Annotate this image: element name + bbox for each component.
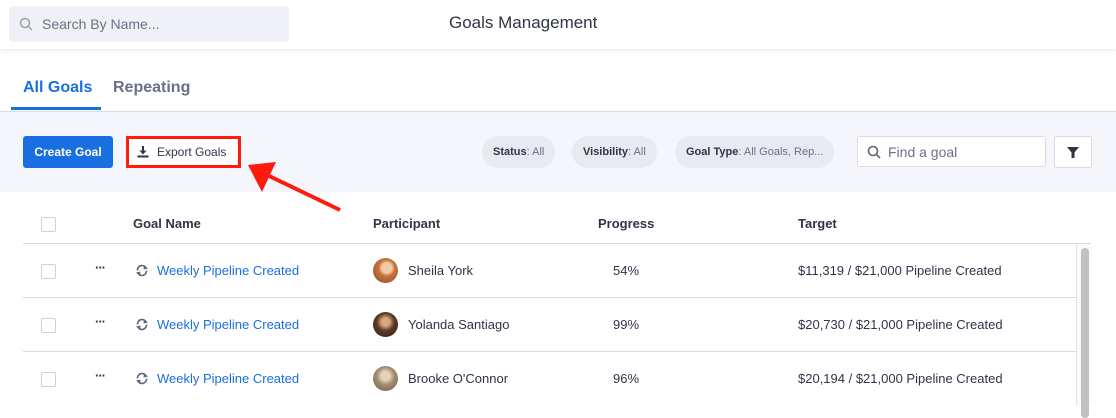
- table-row: ··· Weekly Pipeline Created Brooke O'Con…: [23, 352, 1077, 406]
- column-participant[interactable]: Participant: [373, 216, 441, 231]
- search-icon: [867, 145, 881, 159]
- search-icon: [19, 17, 33, 31]
- filter-funnel-icon: [1067, 146, 1079, 158]
- find-goal-input[interactable]: [888, 143, 1038, 160]
- repeat-icon: [136, 372, 148, 385]
- row-menu-button[interactable]: ···: [95, 368, 106, 383]
- goal-link[interactable]: Weekly Pipeline Created: [135, 263, 299, 278]
- progress-value: 54%: [613, 263, 640, 278]
- participant-name: Yolanda Santiago: [408, 317, 510, 332]
- filter-visibility-key: Visibility: [583, 146, 629, 158]
- create-goal-button[interactable]: Create Goal: [23, 136, 113, 168]
- row-checkbox[interactable]: [41, 264, 56, 279]
- goal-link[interactable]: Weekly Pipeline Created: [135, 371, 299, 386]
- table-row: ··· Weekly Pipeline Created Yolanda Sant…: [23, 298, 1077, 352]
- row-checkbox[interactable]: [41, 372, 56, 387]
- participant: Sheila York: [373, 258, 473, 283]
- column-progress[interactable]: Progress: [598, 216, 655, 231]
- row-menu-button[interactable]: ···: [95, 314, 106, 329]
- table-scrollbar[interactable]: [1076, 244, 1092, 418]
- column-goal-name[interactable]: Goal Name: [133, 216, 201, 231]
- table-row: ··· Weekly Pipeline Created Sheila York …: [23, 244, 1077, 298]
- filter-button[interactable]: [1054, 136, 1092, 168]
- filter-goal-type[interactable]: Goal Type: All Goals, Rep...: [675, 136, 835, 168]
- avatar: [373, 312, 398, 337]
- goals-table: Goal Name Participant Progress Target ··…: [23, 192, 1091, 406]
- participant-name: Brooke O'Connor: [408, 371, 509, 386]
- top-bar: Goals Management: [0, 0, 1116, 49]
- goal-name: Weekly Pipeline Created: [157, 371, 300, 386]
- find-goal-box[interactable]: [857, 136, 1046, 167]
- filter-goal-type-value: : All Goals, Rep...: [738, 146, 824, 158]
- filter-status-key: Status: [493, 146, 527, 158]
- repeat-icon: [136, 318, 148, 331]
- export-goals-button[interactable]: Export Goals: [126, 136, 241, 168]
- search-input[interactable]: [42, 16, 262, 32]
- participant: Brooke O'Connor: [373, 366, 508, 391]
- target-value: $11,319 / $21,000 Pipeline Created: [798, 263, 1002, 278]
- row-checkbox[interactable]: [41, 318, 56, 333]
- scrollbar-thumb[interactable]: [1081, 248, 1089, 418]
- toolbar: Create Goal Export Goals Status: All Vis…: [0, 112, 1116, 192]
- tab-bar: All Goals Repeating: [0, 49, 1116, 112]
- goal-name: Weekly Pipeline Created: [157, 317, 300, 332]
- select-all-checkbox[interactable]: [41, 217, 56, 232]
- participant: Yolanda Santiago: [373, 312, 509, 337]
- row-menu-button[interactable]: ···: [95, 260, 106, 275]
- target-value: $20,194 / $21,000 Pipeline Created: [798, 371, 1003, 386]
- column-target[interactable]: Target: [798, 216, 837, 231]
- avatar: [373, 258, 398, 283]
- goal-link[interactable]: Weekly Pipeline Created: [135, 317, 299, 332]
- filter-visibility[interactable]: Visibility: All: [572, 136, 657, 168]
- page-title: Goals Management: [449, 13, 598, 32]
- tab-all-goals[interactable]: All Goals: [23, 79, 93, 96]
- goal-name: Weekly Pipeline Created: [157, 263, 300, 278]
- export-goals-label: Export Goals: [157, 145, 227, 159]
- filter-status[interactable]: Status: All: [482, 136, 556, 168]
- progress-value: 96%: [613, 371, 640, 386]
- avatar: [373, 366, 398, 391]
- tab-repeating[interactable]: Repeating: [113, 79, 191, 96]
- annotation-arrow-icon: [248, 162, 341, 212]
- filter-status-value: : All: [526, 146, 545, 158]
- table-header: Goal Name Participant Progress Target: [23, 192, 1091, 244]
- target-value: $20,730 / $21,000 Pipeline Created: [798, 317, 1003, 332]
- filter-visibility-value: : All: [628, 146, 646, 158]
- progress-value: 99%: [613, 317, 640, 332]
- search-box[interactable]: [9, 6, 289, 42]
- active-tab-indicator: [11, 107, 101, 110]
- filter-goal-type-key: Goal Type: [686, 146, 739, 158]
- participant-name: Sheila York: [408, 263, 474, 278]
- download-icon: [137, 146, 149, 158]
- repeat-icon: [136, 264, 148, 277]
